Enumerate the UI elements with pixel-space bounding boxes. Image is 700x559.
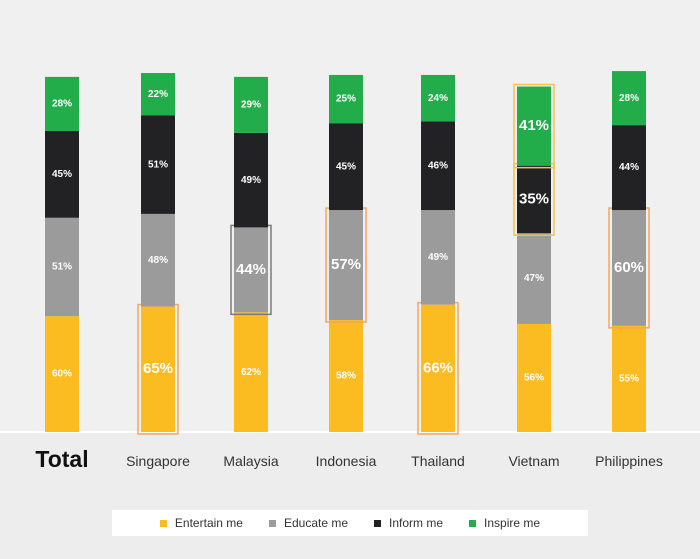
bar-malaysia-educate-me [234,227,268,313]
bar-thailand-inspire-me [421,74,455,122]
category-label-vietnam: Vietnam [508,453,559,469]
bar-malaysia-inspire-me [234,76,268,133]
data-label-singapore-inform-me: 51% [148,159,168,170]
bar-malaysia-inform-me [234,132,268,228]
data-label-vietnam-inspire-me: 41% [519,117,549,134]
bar-total-inform-me [45,130,79,218]
bar-vietnam-educate-me [517,233,551,324]
bar-philippines-educate-me [612,210,646,326]
category-label-malaysia: Malaysia [223,453,278,469]
data-label-indonesia-inform-me: 45% [336,161,356,172]
data-label-singapore-entertain-me: 65% [143,360,173,377]
legend-item-entertain-me: Entertain me [159,516,243,530]
legend-item-inform-me: Inform me [374,516,443,530]
bar-thailand-inform-me [421,121,455,211]
bar-vietnam-inspire-me [517,86,551,166]
legend-label: Inspire me [484,516,541,530]
bar-philippines-inspire-me [612,71,646,126]
category-label-singapore: Singapore [126,453,190,469]
legend-label: Inform me [389,516,444,530]
bar-thailand-educate-me [421,210,455,305]
bars-layer: 60% 51% 45% 28% 65% 48% 51% 22% 62% 44% 49% 29% 58% 5… [45,71,650,435]
data-label-philippines-inform-me: 44% [619,162,639,173]
bar-thailand-entertain-me [421,304,455,432]
bar-vietnam-inform-me [517,165,551,234]
data-label-total-educate-me: 51% [52,262,72,273]
category-label-philippines: Philippines [595,453,663,469]
data-label-vietnam-entertain-me: 56% [524,373,544,384]
highlight-box-vietnam-inspire-me [513,83,555,169]
category-label-thailand: Thailand [411,453,465,469]
legend-swatch [469,519,477,527]
bar-indonesia-educate-me [329,210,363,321]
bar-singapore-educate-me [141,213,175,307]
data-label-total-inform-me: 45% [52,169,72,180]
data-label-philippines-educate-me: 60% [614,259,644,276]
data-label-malaysia-inspire-me: 29% [241,100,261,111]
data-label-thailand-educate-me: 49% [428,252,448,263]
bar-singapore-entertain-me [141,306,175,432]
bar-singapore-inform-me [141,115,175,214]
bar-indonesia-entertain-me [329,320,363,432]
data-label-vietnam-educate-me: 47% [524,273,544,284]
data-label-thailand-inform-me: 46% [428,160,448,171]
bar-total-entertain-me [45,316,79,432]
data-label-indonesia-entertain-me: 58% [336,371,356,382]
bar-vietnam-entertain-me [517,323,551,432]
data-label-malaysia-entertain-me: 62% [241,367,261,378]
data-label-indonesia-educate-me: 57% [331,256,361,273]
bar-total-inspire-me [45,76,79,131]
data-label-thailand-inspire-me: 24% [428,93,448,104]
data-label-indonesia-inspire-me: 25% [336,94,356,105]
bar-indonesia-inform-me [329,123,363,211]
data-label-philippines-entertain-me: 55% [619,374,639,385]
legend-swatch [374,519,382,527]
legend-swatch [268,519,276,527]
data-label-singapore-educate-me: 48% [148,255,168,266]
bar-philippines-entertain-me [612,325,646,432]
stacked-bar-chart: 60% 51% 45% 28% 65% 48% 51% 22% 62% 44% 49% 29% 58% 5… [0,71,700,472]
data-label-malaysia-educate-me: 44% [236,261,266,278]
category-label-indonesia: Indonesia [316,453,377,469]
bar-singapore-inspire-me [141,73,175,116]
bar-total-educate-me [45,217,79,317]
bar-indonesia-inspire-me [329,74,363,124]
data-label-singapore-inspire-me: 22% [148,89,168,100]
legend-label: Educate me [283,516,349,530]
category-labels: Total Singapore Malaysia Indonesia Thailand V… [35,446,662,472]
bar-philippines-inform-me [612,125,646,211]
legend-label: Entertain me [174,516,243,530]
data-label-thailand-entertain-me: 66% [423,359,453,376]
data-label-total-inspire-me: 28% [52,99,72,110]
category-label-total: Total [35,446,88,472]
data-label-philippines-inspire-me: 28% [619,93,639,104]
data-label-vietnam-inform-me: 35% [519,190,549,207]
data-label-malaysia-inform-me: 49% [241,175,261,186]
legend-item-inspire-me: Inspire me [469,516,540,530]
data-label-total-entertain-me: 60% [52,369,72,380]
legend: Entertain me Educate me Inform me Inspire m… [112,510,588,536]
legend-swatch [159,519,167,527]
bar-malaysia-entertain-me [234,312,268,432]
legend-item-educate-me: Educate me [268,516,349,530]
